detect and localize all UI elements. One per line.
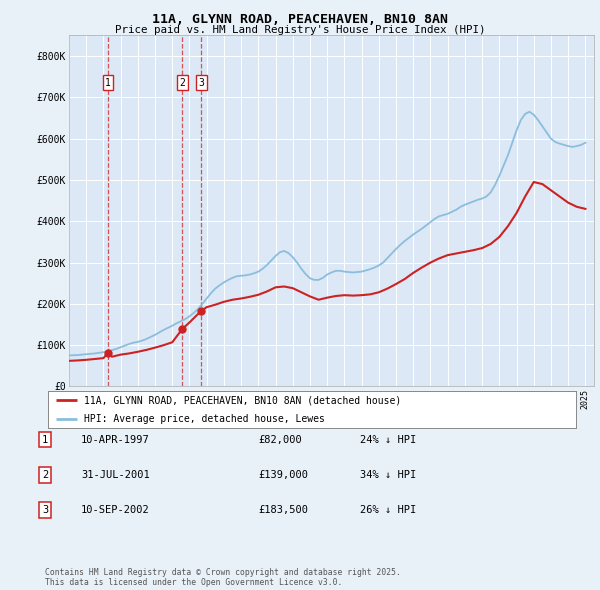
- Text: Contains HM Land Registry data © Crown copyright and database right 2025.
This d: Contains HM Land Registry data © Crown c…: [45, 568, 401, 587]
- Text: 2: 2: [179, 78, 185, 88]
- Text: 2: 2: [42, 470, 48, 480]
- Text: 31-JUL-2001: 31-JUL-2001: [81, 470, 150, 480]
- Text: 3: 3: [42, 506, 48, 515]
- Text: £82,000: £82,000: [258, 435, 302, 444]
- Text: 34% ↓ HPI: 34% ↓ HPI: [360, 470, 416, 480]
- Text: Price paid vs. HM Land Registry's House Price Index (HPI): Price paid vs. HM Land Registry's House …: [115, 25, 485, 35]
- Text: £183,500: £183,500: [258, 506, 308, 515]
- Text: £139,000: £139,000: [258, 470, 308, 480]
- Text: 10-APR-1997: 10-APR-1997: [81, 435, 150, 444]
- Text: 11A, GLYNN ROAD, PEACEHAVEN, BN10 8AN: 11A, GLYNN ROAD, PEACEHAVEN, BN10 8AN: [152, 13, 448, 26]
- Text: HPI: Average price, detached house, Lewes: HPI: Average price, detached house, Lewe…: [84, 414, 325, 424]
- Text: 26% ↓ HPI: 26% ↓ HPI: [360, 506, 416, 515]
- Text: 1: 1: [42, 435, 48, 444]
- Text: 3: 3: [199, 78, 205, 88]
- Text: 10-SEP-2002: 10-SEP-2002: [81, 506, 150, 515]
- Text: 11A, GLYNN ROAD, PEACEHAVEN, BN10 8AN (detached house): 11A, GLYNN ROAD, PEACEHAVEN, BN10 8AN (d…: [84, 395, 401, 405]
- Text: 24% ↓ HPI: 24% ↓ HPI: [360, 435, 416, 444]
- Text: 1: 1: [105, 78, 111, 88]
